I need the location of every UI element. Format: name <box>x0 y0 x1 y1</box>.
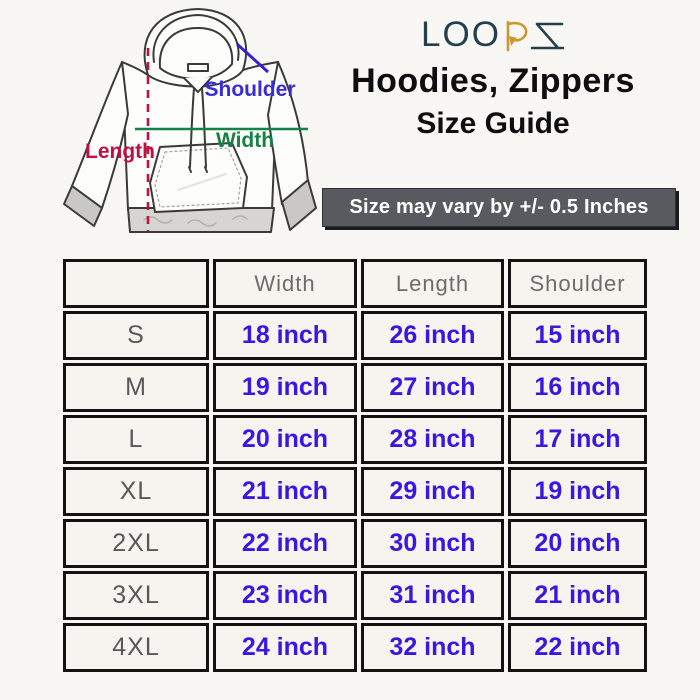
length-cell: 32 inch <box>361 623 504 672</box>
column-header-shoulder: Shoulder <box>508 259 647 308</box>
width-label: Width <box>216 129 274 152</box>
table-row-2xl: 2XL 22 inch 30 inch 20 inch <box>63 519 647 568</box>
column-header-width: Width <box>213 259 357 308</box>
brand-logo: LOO <box>302 12 684 54</box>
size-variance-text: Size may vary by +/- 0.5 Inches <box>349 196 649 218</box>
hoodie-left-sleeve <box>71 61 129 209</box>
width-cell: 23 inch <box>213 571 357 620</box>
table-row-4xl: 4XL 24 inch 32 inch 22 inch <box>63 623 647 672</box>
table-row-m: M 19 inch 27 inch 16 inch <box>63 363 647 412</box>
table-row-xl: XL 21 inch 29 inch 19 inch <box>63 467 647 516</box>
width-cell: 18 inch <box>213 311 357 360</box>
page-subtitle: Size Guide <box>416 107 570 140</box>
logo-text-loo: LOO <box>421 15 501 54</box>
shoulder-label: Shoulder <box>204 78 295 101</box>
width-cell: 20 inch <box>213 415 357 464</box>
length-cell: 28 inch <box>361 415 504 464</box>
page-title: Hoodies, Zippers <box>351 62 635 100</box>
shoulder-cell: 21 inch <box>508 571 647 620</box>
hoodie-illustration: Shoulder Width Length <box>63 8 317 233</box>
logo-letter-z-icon <box>530 22 565 50</box>
header-block: LOO Hoodies, Zippers Size Guide <box>302 12 684 141</box>
width-cell: 21 inch <box>213 467 357 516</box>
shoulder-cell: 16 inch <box>508 363 647 412</box>
width-cell: 22 inch <box>213 519 357 568</box>
size-cell: M <box>63 363 209 412</box>
width-cell: 24 inch <box>213 623 357 672</box>
table-row-l: L 20 inch 28 inch 17 inch <box>63 415 647 464</box>
size-cell: 2XL <box>63 519 209 568</box>
shoulder-cell: 15 inch <box>508 311 647 360</box>
shoulder-cell: 20 inch <box>508 519 647 568</box>
table-header-row: Width Length Shoulder <box>63 259 647 308</box>
width-cell: 19 inch <box>213 363 357 412</box>
length-cell: 29 inch <box>361 467 504 516</box>
length-cell: 31 inch <box>361 571 504 620</box>
size-table: Width Length Shoulder S 18 inch 26 inch … <box>59 256 651 675</box>
hoodie-right-cuff <box>281 179 317 231</box>
size-cell: L <box>63 415 209 464</box>
table-corner-cell <box>63 259 209 308</box>
size-variance-banner: Size may vary by +/- 0.5 Inches <box>322 188 676 227</box>
length-cell: 30 inch <box>361 519 504 568</box>
hoodie-pocket <box>149 142 248 213</box>
size-cell: 4XL <box>63 623 209 672</box>
size-cell: 3XL <box>63 571 209 620</box>
size-cell: XL <box>63 467 209 516</box>
column-header-length: Length <box>361 259 504 308</box>
shoulder-cell: 19 inch <box>508 467 647 516</box>
length-cell: 26 inch <box>361 311 504 360</box>
logo-letter-p-icon <box>506 20 528 52</box>
size-cell: S <box>63 311 209 360</box>
shoulder-cell: 17 inch <box>508 415 647 464</box>
shoulder-line <box>235 42 270 74</box>
table-row-s: S 18 inch 26 inch 15 inch <box>63 311 647 360</box>
length-label: Length <box>85 140 155 163</box>
table-row-3xl: 3XL 23 inch 31 inch 21 inch <box>63 571 647 620</box>
hoodie-left-cuff <box>63 185 103 227</box>
hoodie-hem <box>127 207 275 233</box>
shoulder-cell: 22 inch <box>508 623 647 672</box>
length-cell: 27 inch <box>361 363 504 412</box>
